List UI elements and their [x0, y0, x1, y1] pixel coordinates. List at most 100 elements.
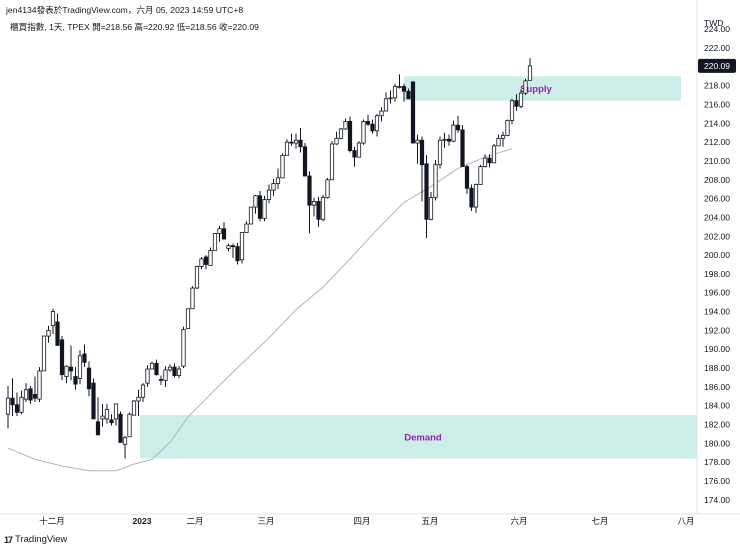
candle [10, 378, 15, 417]
candle-body [244, 223, 249, 233]
candle [266, 184, 272, 204]
candle [104, 403, 110, 424]
candle [149, 361, 155, 370]
candle [59, 336, 65, 381]
candle [113, 403, 119, 426]
zones-layer: Supply Demand [140, 76, 697, 459]
candle-body [329, 143, 335, 181]
candle-body [424, 163, 429, 220]
candle [109, 414, 114, 426]
candle-body [154, 362, 159, 376]
candle [397, 74, 402, 89]
candle-body [505, 120, 510, 136]
candle [82, 344, 87, 368]
candle-body [95, 421, 101, 436]
candle [392, 83, 398, 102]
candle-body [365, 120, 371, 125]
candle-body [415, 139, 420, 144]
candle-body [428, 197, 434, 220]
zone-label: Demand [404, 432, 442, 443]
price-tick-label: 214.00 [704, 118, 730, 128]
candle [64, 365, 69, 384]
candle [496, 134, 501, 147]
candle [190, 286, 195, 310]
candle [334, 131, 339, 145]
candle-body [275, 177, 281, 184]
zone-supply [404, 76, 681, 101]
candle-body [226, 245, 231, 249]
candle-body [217, 228, 222, 234]
candle [527, 58, 533, 81]
candle-body [77, 355, 83, 379]
publisher-attribution: jen4134發表於TradingView.com，六月 05, 2023 14… [6, 5, 244, 15]
candle [46, 325, 51, 343]
candle [95, 397, 101, 436]
price-axis[interactable]: TWD 174.00 176.00 178.00 180.00 182.00 184.00 1… [0, 0, 740, 515]
time-axis[interactable]: 十二月 2023 二月 三月 四月 五月 六月 七月 八月 [39, 516, 694, 526]
candle [41, 335, 47, 372]
zone-demand [140, 415, 697, 459]
candle-body [298, 139, 303, 148]
candle [451, 120, 456, 143]
candle-body [527, 65, 533, 81]
price-tick-label: 184.00 [704, 401, 730, 411]
tradingview-brand[interactable]: 17 TradingView [4, 534, 67, 545]
candle-body [356, 142, 362, 158]
candle-body [347, 120, 353, 151]
candle [289, 133, 294, 146]
candle [370, 119, 375, 134]
price-tick-label: 190.00 [704, 344, 730, 354]
candle [383, 92, 389, 112]
candle-body [280, 154, 285, 179]
candle-body [482, 157, 488, 167]
candle-body [86, 367, 92, 390]
candle-body [181, 329, 186, 367]
candle [221, 222, 227, 240]
last-price-badge [698, 58, 736, 73]
candle [311, 197, 317, 217]
candle-body [32, 394, 38, 399]
candle [185, 308, 191, 329]
candle-body [478, 166, 483, 185]
candle [356, 141, 362, 158]
candle-body [397, 86, 402, 88]
candle [32, 376, 38, 402]
candle-body [91, 382, 96, 420]
brand-name: TradingView [15, 534, 68, 545]
candle [136, 389, 141, 417]
candle [91, 378, 96, 420]
candle-body [113, 403, 119, 420]
candle-body [419, 139, 425, 166]
candle [347, 116, 353, 153]
candle [343, 118, 348, 130]
price-tick-label: 178.00 [704, 457, 730, 467]
candle-body [284, 141, 290, 156]
candle-body [266, 189, 272, 200]
candle [203, 255, 209, 270]
candle [446, 134, 452, 146]
candle-body [325, 179, 330, 199]
candle-body [253, 195, 258, 208]
candle-body [239, 232, 245, 261]
candle-body [514, 100, 519, 107]
zone-label: Supply [520, 84, 552, 95]
candle-body [410, 81, 416, 144]
price-tick-label: 216.00 [704, 99, 730, 109]
candle [482, 154, 488, 168]
candle [50, 308, 56, 335]
candle [235, 242, 240, 265]
candle-body [307, 175, 312, 206]
candle-body [442, 138, 447, 141]
price-tick-label: 206.00 [704, 194, 730, 204]
candle-body [311, 201, 317, 206]
candle-body [352, 150, 357, 158]
candle-body [293, 139, 299, 144]
price-tick-label: 222.00 [704, 43, 730, 53]
candle-body [118, 413, 123, 443]
candle-body [235, 246, 240, 262]
candle-body [401, 86, 407, 92]
candle [199, 256, 204, 270]
candle [361, 119, 366, 145]
price-tick-label: 176.00 [704, 476, 730, 486]
candle [262, 195, 267, 222]
